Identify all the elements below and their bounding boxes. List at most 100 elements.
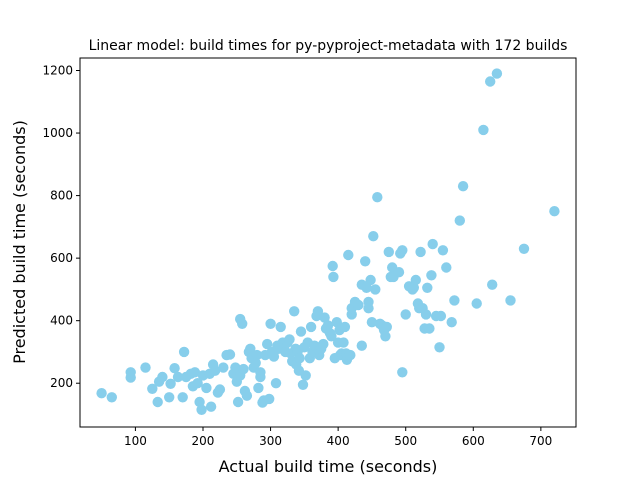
- data-point: [343, 249, 354, 261]
- data-point: [251, 349, 263, 361]
- x-axis-label: Actual build time (seconds): [219, 457, 438, 476]
- data-point: [214, 384, 226, 395]
- data-point: [312, 306, 324, 317]
- data-point: [410, 274, 421, 286]
- data-point: [178, 346, 190, 358]
- data-point: [408, 282, 419, 293]
- data-point: [437, 245, 449, 256]
- data-points: [96, 68, 560, 415]
- data-point: [420, 309, 432, 320]
- data-point: [370, 284, 381, 295]
- y-tick-label: 800: [50, 189, 73, 203]
- x-tick-label: 100: [124, 434, 147, 448]
- x-tick-label: 600: [462, 434, 485, 448]
- data-point: [237, 318, 248, 329]
- data-point: [338, 337, 349, 348]
- data-point: [322, 320, 334, 331]
- data-point: [318, 338, 329, 350]
- data-point: [300, 370, 311, 381]
- x-tick-label: 500: [394, 434, 417, 448]
- chart-title: Linear model: build times for py-pyproje…: [89, 38, 568, 54]
- data-point: [262, 338, 273, 350]
- data-point: [232, 396, 244, 408]
- data-point: [365, 274, 376, 286]
- data-point: [457, 181, 469, 192]
- data-point: [275, 321, 286, 333]
- data-point: [360, 256, 371, 267]
- data-point: [268, 351, 280, 362]
- data-point: [518, 243, 530, 254]
- data-point: [241, 390, 253, 401]
- data-point: [177, 392, 188, 403]
- data-point: [209, 365, 221, 376]
- data-point: [331, 317, 342, 328]
- data-point: [380, 331, 391, 342]
- data-point: [157, 371, 168, 383]
- data-point: [441, 262, 452, 273]
- data-point: [230, 362, 241, 373]
- data-point: [434, 342, 445, 353]
- data-point: [327, 260, 338, 272]
- data-point: [353, 299, 364, 311]
- data-point: [505, 295, 516, 306]
- data-point: [125, 372, 136, 383]
- data-point: [424, 323, 435, 334]
- data-point: [449, 295, 460, 306]
- data-point: [345, 349, 356, 361]
- data-point: [205, 401, 217, 412]
- data-point: [152, 396, 163, 408]
- data-point: [245, 343, 256, 354]
- data-point: [487, 279, 498, 290]
- y-tick-label: 1200: [42, 64, 73, 78]
- data-point: [284, 334, 295, 345]
- y-axis-ticks: 200 400 600 800 1000 1200: [42, 64, 80, 390]
- data-point: [194, 396, 205, 408]
- plot-frame: [79, 57, 577, 428]
- data-point: [218, 362, 229, 373]
- data-point: [471, 298, 482, 309]
- data-point: [435, 310, 447, 322]
- data-point: [255, 371, 266, 383]
- data-point: [192, 378, 203, 389]
- data-point: [238, 363, 249, 375]
- x-tick-label: 700: [529, 434, 552, 448]
- data-point: [250, 357, 261, 369]
- data-point: [172, 371, 184, 383]
- data-point: [96, 388, 107, 399]
- data-point: [361, 282, 372, 293]
- x-tick-label: 400: [327, 434, 350, 448]
- data-point: [356, 340, 367, 351]
- data-point: [368, 231, 379, 242]
- data-point: [397, 367, 408, 378]
- data-point: [196, 404, 207, 415]
- data-point: [422, 282, 433, 293]
- data-point: [415, 246, 426, 258]
- y-axis-label: Predicted build time (seconds): [10, 120, 29, 364]
- data-point: [169, 363, 180, 374]
- data-point: [339, 321, 351, 333]
- data-point: [400, 309, 411, 320]
- data-point: [319, 312, 330, 323]
- data-point: [224, 349, 236, 360]
- data-point: [305, 321, 317, 333]
- data-point: [446, 317, 457, 328]
- y-tick-label: 200: [50, 376, 73, 390]
- data-point: [326, 331, 337, 342]
- data-point: [140, 362, 151, 373]
- data-point: [426, 270, 437, 281]
- data-point: [295, 326, 307, 337]
- y-tick-label: 400: [50, 314, 73, 328]
- data-point: [397, 245, 408, 256]
- data-point: [265, 318, 276, 329]
- data-point: [264, 393, 275, 405]
- data-point: [189, 367, 201, 378]
- data-point: [253, 382, 264, 394]
- data-point: [147, 383, 158, 394]
- data-point: [381, 321, 392, 333]
- data-point: [201, 382, 212, 394]
- data-point: [164, 392, 175, 403]
- data-point: [270, 378, 282, 389]
- data-point: [427, 238, 438, 250]
- y-tick-label: 1000: [42, 126, 73, 140]
